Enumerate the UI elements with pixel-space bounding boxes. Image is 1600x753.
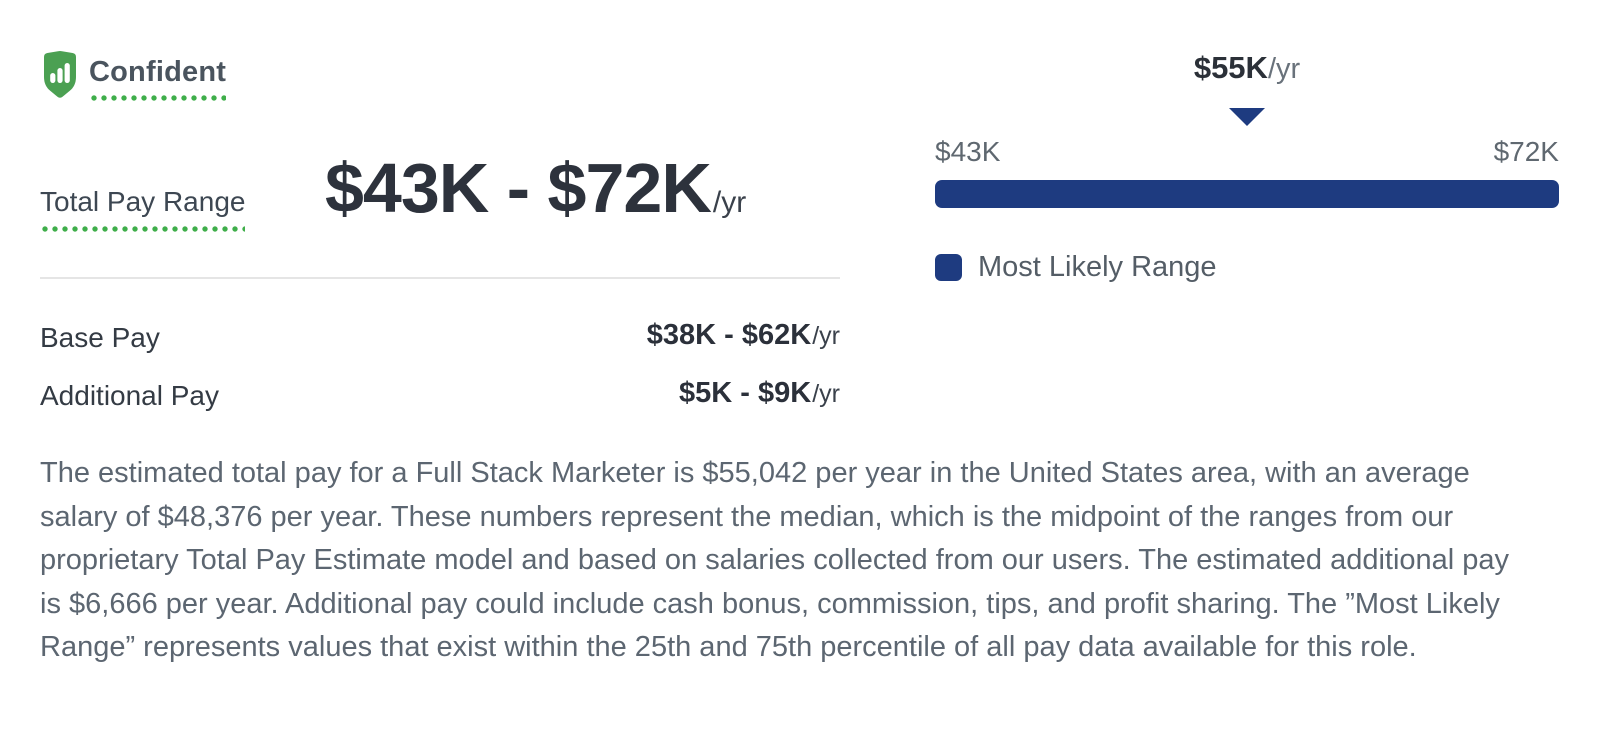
median-unit: /yr — [1267, 53, 1301, 85]
base-pay-label: Base Pay — [40, 322, 160, 353]
total-pay-range-value: $43K - $72K /yr — [325, 148, 746, 228]
median-amount: $55K — [1193, 50, 1268, 85]
base-pay-value: $38K - $62K /yr — [647, 319, 840, 352]
median-pointer-triangle-icon — [1229, 108, 1265, 126]
legend-label: Most Likely Range — [978, 251, 1217, 283]
additional-pay-label: Additional Pay — [40, 380, 220, 411]
pay-range-chart: $55K /yr $43K $72K Most Likely Range — [935, 50, 1559, 284]
total-pay-range-label[interactable]: Total Pay Range — [40, 186, 246, 232]
base-pay-unit: /yr — [812, 322, 840, 350]
most-likely-range-bar[interactable] — [935, 180, 1559, 208]
median-marker-label: $55K /yr — [935, 50, 1559, 86]
pay-estimate-description: The estimated total pay for a Full Stack… — [40, 457, 1510, 663]
additional-pay-unit: /yr — [812, 380, 840, 408]
section-divider — [40, 277, 840, 279]
range-min-label: $43K — [935, 136, 1001, 167]
confidence-badge-label: Confident — [89, 56, 227, 101]
range-max-label: $72K — [1493, 136, 1559, 167]
shield-bar-chart-icon — [40, 50, 80, 106]
additional-pay-amount: $5K - $9K — [679, 377, 812, 409]
legend-swatch-icon — [935, 254, 962, 281]
total-pay-range-unit: /yr — [712, 186, 747, 219]
additional-pay-value: $5K - $9K /yr — [679, 377, 840, 410]
total-pay-range-amount: $43K - $72K — [325, 149, 712, 227]
chart-legend: Most Likely Range — [935, 251, 1559, 284]
confidence-badge[interactable]: Confident — [40, 50, 227, 106]
base-pay-amount: $38K - $62K — [646, 319, 812, 351]
